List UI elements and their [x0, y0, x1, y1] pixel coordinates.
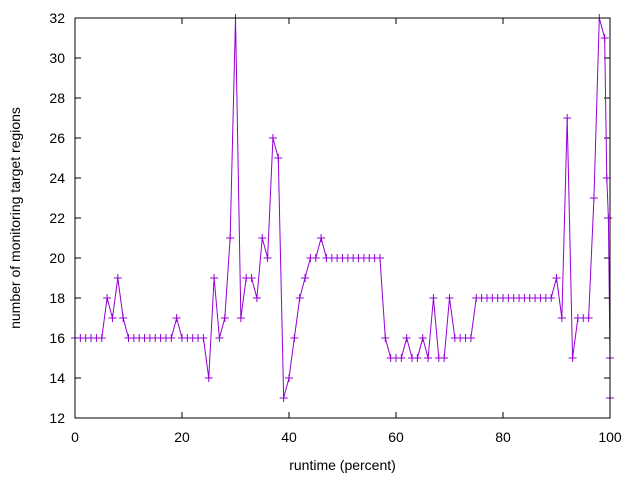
- data-point: [268, 134, 277, 142]
- data-point: [263, 254, 272, 262]
- data-point: [413, 354, 422, 362]
- plot-frame: [74, 17, 611, 419]
- data-point: [258, 234, 267, 242]
- data-point: [466, 334, 475, 342]
- data-point: [236, 314, 245, 322]
- data-point: [602, 174, 611, 182]
- data-point: [568, 354, 577, 362]
- y-tick-label: 28: [49, 90, 65, 106]
- y-tick-label: 30: [49, 50, 65, 66]
- x-tick-label: 100: [598, 429, 622, 445]
- data-point: [418, 334, 427, 342]
- data-point: [547, 294, 556, 302]
- y-tick-label: 32: [49, 10, 65, 26]
- data-point: [563, 114, 572, 122]
- data-point: [113, 274, 122, 282]
- y-tick-label: 14: [49, 370, 65, 386]
- data-point: [226, 234, 235, 242]
- data-point: [204, 374, 213, 382]
- data-point: [429, 294, 438, 302]
- y-tick-label: 22: [49, 210, 65, 226]
- data-point: [97, 334, 106, 342]
- x-axis-ticks: 0 20 40 60 80 100: [71, 18, 622, 445]
- x-tick-label: 60: [388, 429, 404, 445]
- data-point: [247, 274, 256, 282]
- data-point: [167, 334, 176, 342]
- data-point: [290, 334, 299, 342]
- data-point: [220, 314, 229, 322]
- y-tick-label: 24: [49, 170, 65, 186]
- data-point: [440, 354, 449, 362]
- data-point: [584, 314, 593, 322]
- data-point: [552, 274, 561, 282]
- data-point: [402, 334, 411, 342]
- y-tick-label: 20: [49, 250, 65, 266]
- data-point: [252, 294, 261, 302]
- series-markers: [71, 14, 614, 402]
- data-point: [119, 314, 128, 322]
- data-point: [295, 294, 304, 302]
- data-point: [381, 334, 390, 342]
- data-point: [317, 234, 326, 242]
- y-tick-label: 26: [49, 130, 65, 146]
- data-point: [108, 314, 117, 322]
- data-point: [311, 254, 320, 262]
- data-point: [445, 294, 454, 302]
- y-axis-label: number of monitoring target regions: [7, 107, 23, 329]
- x-tick-label: 80: [495, 429, 511, 445]
- y-axis-ticks: 12 14 16 18 20 22 24 26 28 30 32: [49, 10, 610, 426]
- data-point: [600, 34, 609, 42]
- y-tick-label: 12: [49, 410, 65, 426]
- data-point: [604, 214, 613, 222]
- data-point: [397, 354, 406, 362]
- data-point: [199, 334, 208, 342]
- data-point: [375, 254, 384, 262]
- data-point: [279, 394, 288, 402]
- data-point: [285, 374, 293, 382]
- data-point: [172, 314, 181, 322]
- data-point: [210, 274, 219, 282]
- data-point: [103, 294, 112, 302]
- data-point: [557, 314, 566, 322]
- data-point: [215, 334, 224, 342]
- x-axis-label: runtime (percent): [289, 457, 396, 473]
- y-tick-label: 16: [49, 330, 65, 346]
- x-tick-label: 20: [174, 429, 190, 445]
- data-point: [589, 194, 598, 202]
- x-tick-label: 0: [71, 429, 79, 445]
- data-point: [301, 274, 310, 282]
- data-point: [424, 354, 433, 362]
- data-point: [274, 154, 283, 162]
- x-tick-label: 40: [281, 429, 297, 445]
- y-tick-label: 18: [49, 290, 65, 306]
